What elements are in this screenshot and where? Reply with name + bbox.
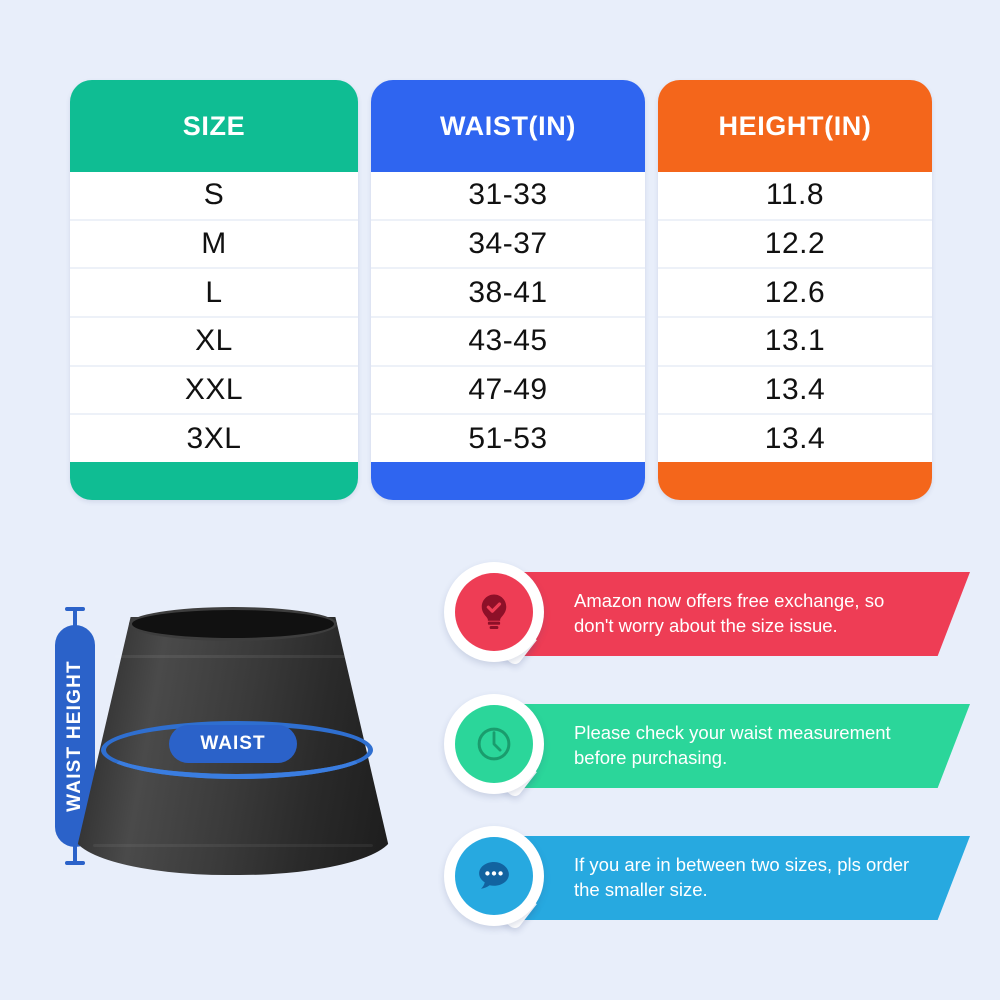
callout-icon-bubble bbox=[440, 560, 552, 672]
lightbulb-check-icon bbox=[455, 573, 533, 651]
callout-measure: Please check your waist measurement befo… bbox=[440, 692, 970, 804]
callout-icon-bubble bbox=[440, 824, 552, 936]
table-cell: 51-53 bbox=[371, 415, 645, 463]
table-cell: 31-33 bbox=[371, 172, 645, 221]
size-column-body: S M L XL XXL 3XL bbox=[70, 172, 358, 463]
callout-text: Amazon now offers free exchange, so don'… bbox=[574, 590, 885, 636]
chat-bubble-icon bbox=[455, 837, 533, 915]
waist-column: WAIST(IN) 31-33 34-37 38-41 43-45 47-49 … bbox=[371, 80, 645, 500]
callout-list: Amazon now offers free exchange, so don'… bbox=[440, 560, 970, 970]
table-cell: M bbox=[70, 220, 358, 270]
product-stage: WAIST HEIGHT WAIST bbox=[18, 575, 428, 975]
height-column: HEIGHT(IN) 11.8 12.2 12.6 13.1 13.4 13.4 bbox=[658, 80, 932, 500]
size-column: SIZE S M L XL XXL 3XL bbox=[70, 80, 358, 500]
belt-top-opening bbox=[129, 607, 337, 641]
callout-banner: If you are in between two sizes, pls ord… bbox=[508, 836, 970, 920]
table-cell: XL bbox=[70, 318, 358, 367]
column-footer-height bbox=[658, 462, 932, 500]
waist-measure-ring-front bbox=[101, 721, 373, 779]
table-cell: L bbox=[70, 269, 358, 319]
size-chart-table: SIZE S M L XL XXL 3XL WAIST(IN) 31-33 34… bbox=[70, 80, 932, 500]
column-header-size: SIZE bbox=[182, 110, 246, 141]
waist-column-body: 31-33 34-37 38-41 43-45 47-49 51-53 bbox=[371, 172, 645, 463]
table-cell: XXL bbox=[70, 366, 358, 416]
table-cell: 34-37 bbox=[371, 220, 645, 270]
waist-label: WAIST bbox=[169, 725, 297, 763]
belt-seam-upper bbox=[115, 655, 351, 658]
table-cell: 38-41 bbox=[371, 269, 645, 319]
table-cell: 12.6 bbox=[658, 269, 932, 319]
table-cell: 11.8 bbox=[658, 172, 932, 221]
column-header-waist: WAIST(IN) bbox=[440, 110, 576, 141]
callout-banner: Please check your waist measurement befo… bbox=[508, 704, 970, 788]
callout-text: Please check your waist measurement befo… bbox=[574, 722, 891, 768]
table-cell: 13.1 bbox=[658, 318, 932, 367]
callout-between-sizes: If you are in between two sizes, pls ord… bbox=[440, 824, 970, 936]
ruler-cap-bottom bbox=[65, 861, 85, 865]
column-footer-size bbox=[70, 462, 358, 500]
callout-banner: Amazon now offers free exchange, so don'… bbox=[508, 572, 970, 656]
height-column-body: 11.8 12.2 12.6 13.1 13.4 13.4 bbox=[658, 172, 932, 463]
callout-exchange: Amazon now offers free exchange, so don'… bbox=[440, 560, 970, 672]
product-diagram: WAIST HEIGHT WAIST bbox=[18, 575, 428, 975]
clock-icon bbox=[455, 705, 533, 783]
table-cell: 13.4 bbox=[658, 366, 932, 416]
table-cell: 12.2 bbox=[658, 220, 932, 270]
table-cell: 43-45 bbox=[371, 318, 645, 367]
callout-text: If you are in between two sizes, pls ord… bbox=[574, 854, 910, 900]
callout-icon-bubble bbox=[440, 692, 552, 804]
column-footer-waist bbox=[371, 462, 645, 500]
waist-trainer-belt: WAIST bbox=[73, 603, 393, 875]
belt-seam-lower bbox=[93, 844, 373, 847]
table-cell: 13.4 bbox=[658, 415, 932, 463]
table-cell: 47-49 bbox=[371, 366, 645, 416]
table-cell: 3XL bbox=[70, 415, 358, 463]
table-cell: S bbox=[70, 172, 358, 221]
column-header-height: HEIGHT(IN) bbox=[718, 110, 872, 141]
